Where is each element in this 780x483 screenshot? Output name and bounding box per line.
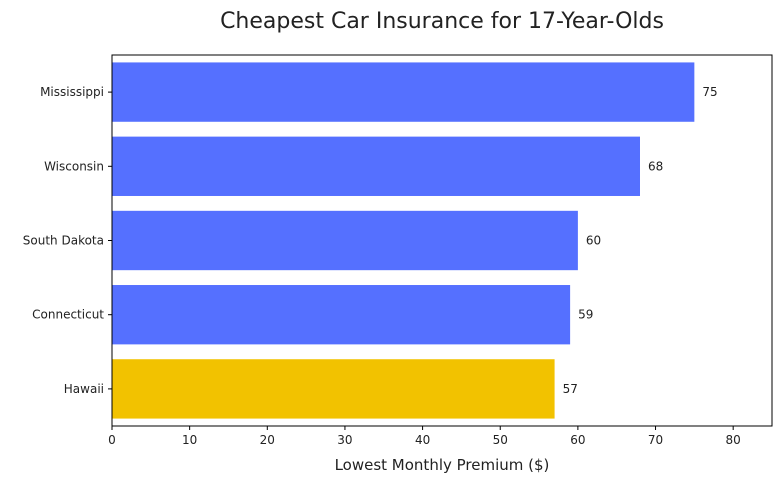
x-tick-label-80: 80 [726, 433, 741, 447]
y-tick-labels: Mississippi Wisconsin South Dakota Connecti… [23, 85, 112, 396]
x-tick-label-60: 60 [570, 433, 585, 447]
bar-connecticut [112, 285, 571, 345]
data-label-connecticut: 59 [578, 308, 593, 322]
bar-mississippi [112, 62, 695, 122]
y-tick-label-mississippi: Mississippi [40, 85, 104, 99]
plot-area-frame [111, 54, 773, 427]
bar-wisconsin [112, 136, 640, 196]
data-label-south-dakota: 60 [586, 234, 601, 248]
y-tick-label-connecticut: Connecticut [32, 308, 104, 322]
x-tick-label-0: 0 [108, 433, 116, 447]
x-tick-label-20: 20 [260, 433, 275, 447]
bar-hawaii [112, 359, 555, 419]
y-tick-label-wisconsin: Wisconsin [44, 159, 104, 173]
y-tick-label-hawaii: Hawaii [64, 382, 104, 396]
x-axis-label: Lowest Monthly Premium ($) [335, 456, 550, 474]
bars-group [112, 62, 695, 419]
data-label-hawaii: 57 [563, 382, 578, 396]
chart-title: Cheapest Car Insurance for 17-Year-Olds [220, 9, 664, 34]
x-tick-label-40: 40 [415, 433, 430, 447]
data-label-wisconsin: 68 [648, 159, 663, 173]
x-axis: 0 10 20 30 40 50 60 70 80 [108, 426, 741, 447]
x-tick-label-10: 10 [182, 433, 197, 447]
x-tick-label-50: 50 [493, 433, 508, 447]
bar-south-dakota [112, 210, 578, 271]
data-label-mississippi: 75 [702, 85, 717, 99]
x-tick-label-30: 30 [337, 433, 352, 447]
x-tick-label-70: 70 [648, 433, 663, 447]
y-tick-label-south-dakota: South Dakota [23, 234, 104, 248]
data-labels: 75 68 60 59 57 [563, 85, 718, 396]
